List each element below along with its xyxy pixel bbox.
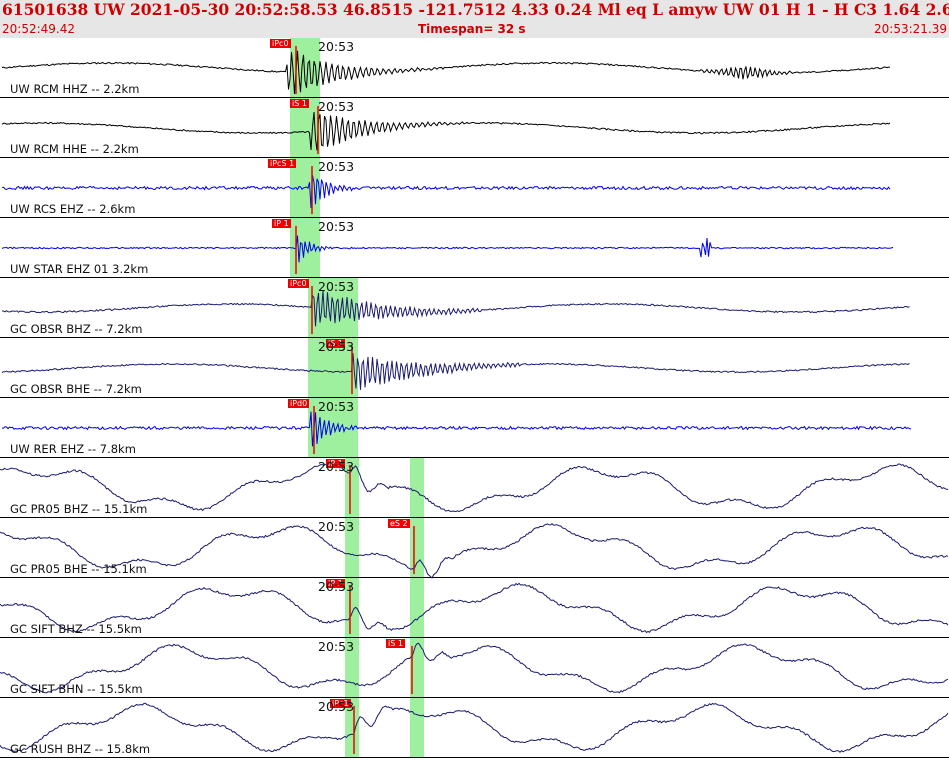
time-mark-label: 20:53 [318, 639, 355, 654]
trace-label: UW STAR EHZ 01 3.2km [10, 262, 149, 276]
pick-window [308, 338, 358, 398]
time-mark-label: 20:53 [318, 459, 355, 474]
pick-window [345, 578, 359, 638]
pick-marker[interactable]: iP 1 [326, 459, 345, 468]
pick-marker[interactable]: iP 1 [326, 579, 345, 588]
trace-label: GC RUSH BHZ -- 15.8km [10, 742, 151, 756]
waveform-trace[interactable] [1, 50, 890, 95]
pick-marker[interactable]: iPc0 [288, 279, 309, 288]
waveform-trace[interactable] [2, 290, 910, 327]
waveform-trace[interactable] [1, 353, 910, 390]
pick-window [345, 698, 359, 758]
waveform-trace[interactable] [1, 175, 891, 209]
waveform-trace[interactable] [0, 582, 949, 634]
pick-marker[interactable]: eS 2 [388, 519, 410, 528]
trace-label: GC SIFT BHN -- 15.5km [10, 682, 143, 696]
pick-marker[interactable]: iPc1 [330, 699, 351, 708]
trace-label: UW RCM HHE -- 2.2km [10, 142, 139, 156]
pick-marker[interactable]: iPc0 [270, 39, 291, 48]
waveform-trace[interactable] [1, 235, 894, 263]
time-mark-label: 20:53 [318, 339, 355, 354]
time-mark-label: 20:53 [318, 159, 355, 174]
end-time: 20:53:21.39 [874, 22, 947, 36]
pick-window [345, 518, 359, 578]
seismogram-canvas[interactable] [0, 38, 949, 758]
pick-window [410, 578, 424, 638]
pick-marker[interactable]: iPd0 [288, 399, 310, 408]
waveform-trace[interactable] [0, 463, 949, 513]
time-mark-label: 20:53 [318, 399, 355, 414]
waveform-trace[interactable] [0, 702, 949, 754]
pick-marker[interactable]: iS 1 [386, 639, 405, 648]
pick-marker[interactable]: iS 1 [290, 99, 309, 108]
waveform-trace[interactable] [1, 111, 891, 151]
trace-label: GC PR05 BHE -- 15.1km [10, 562, 147, 576]
time-mark-label: 20:53 [318, 279, 355, 294]
time-mark-label: 20:53 [318, 219, 355, 234]
start-time: 20:52:49.42 [2, 22, 75, 36]
trace-label: GC SIFT BHZ -- 15.5km [10, 622, 142, 636]
waveform-trace[interactable] [0, 642, 949, 694]
trace-label: GC OBSR BHZ -- 7.2km [10, 322, 143, 336]
pick-window [410, 698, 424, 758]
pick-window [410, 458, 424, 518]
pick-window [345, 638, 359, 698]
pick-marker[interactable]: iPcS 1 [268, 159, 297, 168]
event-header: 61501638 UW 2021-05-30 20:52:58.53 46.85… [0, 0, 949, 38]
trace-label: UW RCS EHZ -- 2.6km [10, 202, 136, 216]
trace-label: UW RER EHZ -- 7.8km [10, 442, 136, 456]
trace-label: UW RCM HHZ -- 2.2km [10, 82, 140, 96]
time-mark-label: 20:53 [318, 699, 355, 714]
trace-label: GC OBSR BHE -- 7.2km [10, 382, 142, 396]
pick-marker[interactable]: iP 1 [272, 219, 291, 228]
trace-label: GC PR05 BHZ -- 15.1km [10, 502, 148, 516]
waveform-trace[interactable] [0, 523, 949, 579]
time-mark-label: 20:53 [318, 39, 355, 54]
timespan-label: Timespan= 32 s [418, 22, 526, 36]
pick-marker[interactable]: iS 1 [326, 339, 345, 348]
event-title: 61501638 UW 2021-05-30 20:52:58.53 46.85… [2, 0, 949, 19]
pick-window [290, 218, 320, 278]
waveform-trace[interactable] [1, 411, 912, 447]
time-mark-label: 20:53 [318, 519, 355, 534]
time-mark-label: 20:53 [318, 579, 355, 594]
seismogram-panel[interactable]: UW RCM HHZ -- 2.2km iPc0 20:53 UW RCM HHE -… [0, 38, 949, 762]
time-mark-label: 20:53 [318, 99, 355, 114]
